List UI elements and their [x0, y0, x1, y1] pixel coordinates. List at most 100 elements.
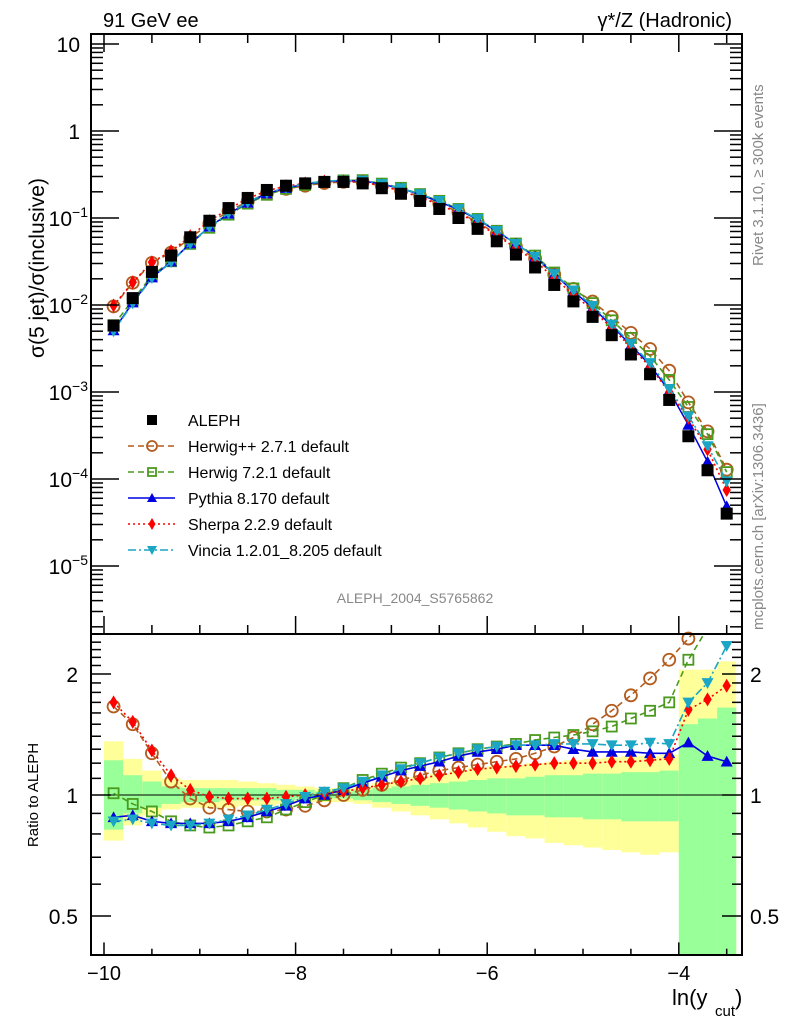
ratio-data-point	[665, 751, 674, 766]
ratio-data-point	[452, 748, 465, 760]
ratio-data-point	[260, 804, 273, 816]
ratio-y-tick-label-right: 2	[750, 664, 762, 687]
aleph-data-point	[644, 368, 657, 381]
ratio-data-point	[243, 791, 252, 806]
main-y-axis-label: σ(5 jet)/σ(inclusive)	[26, 178, 49, 358]
aleph-data-point	[490, 235, 503, 248]
ratio-data-point	[492, 760, 501, 775]
ratio-data-point	[396, 774, 406, 789]
aleph-data-point	[529, 261, 542, 274]
ratio-data-point	[548, 739, 561, 750]
ratio-data-point	[377, 777, 387, 792]
rivet-version-text: Rivet 3.1.10, ≥ 300k events	[750, 84, 767, 266]
ratio-data-point	[644, 747, 657, 759]
ratio-data-point	[415, 771, 425, 786]
title-right: γ*/Z (Hadronic)	[598, 10, 732, 32]
legend-entry: Vincia 1.2.01_8.205 default	[128, 543, 382, 560]
ratio-y-axis-label: Ratio to ALEPH	[25, 743, 42, 847]
main-data-point	[548, 269, 561, 280]
ratio-data-point	[586, 739, 599, 750]
ratio-data-point	[394, 764, 407, 776]
main-data-point	[722, 482, 731, 497]
ratio-data-point	[318, 786, 331, 798]
ratio-data-point	[205, 789, 214, 804]
ratio-data-point	[681, 631, 696, 646]
y-tick-label: 10−2	[49, 291, 89, 318]
ratio-data-point	[241, 810, 254, 822]
ratio-data-point	[262, 791, 272, 806]
ratio-data-point	[511, 759, 521, 774]
ratio-data-point	[337, 783, 350, 795]
band-stat-uncertainty	[123, 775, 143, 814]
main-data-point	[662, 363, 677, 378]
main-data-point	[719, 462, 734, 477]
aleph-data-point	[126, 292, 139, 305]
main-data-point	[681, 395, 696, 410]
aleph-data-point	[184, 231, 197, 244]
ratio-data-point	[605, 720, 618, 733]
ratio-data-point	[701, 750, 714, 761]
legend-entry: Pythia 8.170 default	[128, 491, 330, 508]
main-data-point	[605, 319, 618, 331]
legend-entry: Sherpa 2.2.9 default	[128, 517, 333, 534]
main-data-point	[720, 476, 733, 488]
y-tick-label: 10	[57, 34, 80, 57]
ratio-data-point	[720, 641, 733, 652]
aleph-data-point	[280, 179, 293, 192]
aleph-data-point	[548, 278, 561, 291]
ratio-data-point	[471, 744, 484, 756]
main-data-point	[682, 411, 695, 423]
ratio-data-point	[107, 816, 120, 828]
band-stat-uncertainty	[583, 773, 603, 820]
ratio-data-point	[643, 671, 657, 686]
ratio-data-point	[530, 757, 540, 772]
band-stat-uncertainty	[563, 775, 583, 818]
legend-marker	[147, 546, 157, 555]
ratio-data-point	[682, 653, 695, 666]
main-data-point	[509, 238, 522, 250]
main-panel-series	[106, 174, 734, 520]
ratio-data-point	[490, 741, 503, 753]
ratio-data-point	[473, 762, 482, 777]
ratio-panel-series	[106, 631, 733, 834]
y-tick-label: 10−5	[49, 552, 89, 579]
aleph-data-point	[509, 248, 522, 261]
band-stat-uncertainty	[602, 773, 622, 820]
ratio-y-tick-label-left: 2	[66, 664, 78, 687]
main-data-point	[433, 196, 446, 207]
ratio-data-point	[722, 678, 731, 693]
aleph-data-point	[586, 310, 599, 323]
main-data-point	[644, 358, 657, 369]
aleph-data-point	[241, 191, 254, 204]
ratio-data-point	[585, 717, 600, 732]
ratio-data-point	[720, 755, 733, 767]
ratio-data-point	[147, 743, 157, 758]
band-stat-uncertainty	[659, 770, 679, 822]
main-data-point	[567, 285, 580, 297]
analysis-watermark: ALEPH_2004_S5765862	[337, 590, 494, 606]
ratio-data-point	[550, 756, 559, 771]
aleph-data-point	[701, 464, 714, 477]
ratio-data-point	[605, 740, 618, 752]
main-data-point	[663, 384, 676, 395]
legend-marker	[147, 467, 157, 477]
aleph-data-point	[222, 202, 235, 215]
ratio-data-point	[166, 768, 176, 783]
aleph-data-point	[107, 319, 120, 332]
legend-marker	[148, 518, 156, 530]
legend-label: Pythia 8.170 default	[188, 491, 330, 508]
aleph-data-point	[145, 265, 158, 278]
svg-text:): )	[735, 985, 742, 1010]
ratio-data-point	[186, 782, 195, 797]
legend-label: ALEPH	[188, 413, 240, 430]
aleph-data-point	[682, 430, 695, 443]
aleph-data-point	[433, 202, 446, 215]
ratio-data-point	[663, 696, 676, 709]
ratio-data-point	[358, 781, 367, 796]
ratio-data-point	[586, 745, 599, 757]
ratio-data-point	[626, 754, 636, 769]
aleph-data-point	[567, 295, 580, 308]
band-stat-uncertainty	[487, 778, 507, 814]
x-tick-label: −10	[87, 963, 121, 985]
